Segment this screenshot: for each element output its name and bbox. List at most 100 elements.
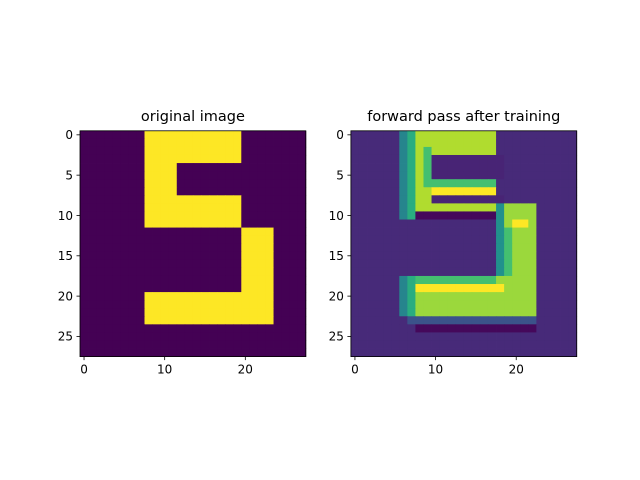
heatmap-cell: [192, 171, 202, 180]
heatmap-cell: [281, 300, 291, 309]
heatmap-cell: [136, 251, 145, 261]
heatmap-cell: [257, 171, 266, 180]
heatmap-cell: [520, 187, 529, 196]
heatmap-cell: [455, 163, 465, 172]
heatmap-cell: [289, 324, 299, 333]
heatmap-cell: [80, 324, 89, 333]
heatmap-cell: [217, 203, 226, 212]
heatmap-cell: [431, 308, 440, 317]
heatmap-cell: [479, 187, 489, 196]
heatmap-cell: [375, 243, 384, 253]
heatmap-cell: [88, 203, 97, 212]
heatmap-cell: [407, 187, 416, 196]
heatmap-cell: [350, 138, 360, 148]
heatmap-cell: [281, 219, 291, 228]
heatmap-cell: [136, 275, 145, 285]
heatmap-cell: [496, 324, 505, 333]
heatmap-cell: [144, 308, 153, 317]
heatmap-cell: [241, 300, 250, 309]
heatmap-cell: [136, 316, 145, 325]
heatmap-cell: [431, 324, 440, 333]
heatmap-cell: [192, 275, 202, 285]
heatmap-cell: [358, 130, 368, 140]
heatmap-cell: [528, 179, 537, 188]
heatmap-cell: [496, 284, 505, 293]
heatmap-cell: [88, 348, 97, 357]
heatmap-cell: [455, 243, 465, 253]
heatmap-cell: [241, 332, 250, 341]
heatmap-cell: [225, 267, 234, 277]
heatmap-cell: [391, 227, 400, 237]
heatmap-cell: [249, 203, 258, 212]
heatmap-cell: [88, 292, 97, 301]
heatmap-cell: [112, 275, 121, 285]
heatmap-cell: [415, 332, 424, 341]
heatmap-cell: [241, 227, 250, 237]
heatmap-cell: [560, 227, 570, 237]
heatmap-cell: [225, 227, 234, 237]
heatmap-cell: [415, 219, 424, 228]
heatmap-cell: [281, 235, 291, 245]
heatmap-cell: [120, 146, 129, 156]
heatmap-cell: [96, 235, 105, 245]
heatmap-cell: [273, 324, 282, 333]
x-tick-label: 10: [428, 363, 443, 377]
heatmap-cell: [297, 316, 307, 325]
heatmap-cell: [463, 251, 473, 261]
heatmap-cell: [528, 235, 537, 245]
heatmap-cell: [367, 308, 376, 317]
heatmap-cell: [407, 163, 416, 172]
heatmap-cell: [217, 146, 226, 156]
heatmap-cell: [200, 163, 210, 172]
heatmap-cell: [552, 292, 561, 301]
heatmap-cell: [281, 227, 291, 237]
heatmap-cell: [536, 154, 545, 164]
heatmap-cell: [447, 348, 457, 357]
heatmap-cell: [512, 308, 521, 317]
heatmap-cell: [471, 340, 481, 349]
heatmap-cell: [496, 235, 505, 245]
heatmap-cell: [136, 340, 145, 349]
heatmap-cell: [289, 251, 299, 261]
heatmap-cell: [136, 259, 145, 269]
heatmap-cell: [407, 251, 416, 261]
x-tick-label: 0: [351, 363, 359, 377]
heatmap-cell: [423, 243, 432, 253]
heatmap-cell: [225, 348, 234, 357]
heatmap-cell: [160, 316, 170, 325]
heatmap-cell: [241, 195, 250, 204]
heatmap-cell: [249, 308, 258, 317]
heatmap-cell: [544, 251, 553, 261]
heatmap-cell: [168, 340, 178, 349]
heatmap-cell: [367, 154, 376, 164]
heatmap-cell: [528, 267, 537, 277]
heatmap-cell: [265, 267, 274, 277]
heatmap-cell: [415, 348, 424, 357]
heatmap-cell: [568, 138, 578, 148]
heatmap-cell: [144, 275, 153, 285]
heatmap-cell: [358, 154, 368, 164]
heatmap-cell: [568, 267, 578, 277]
heatmap-cell: [528, 154, 537, 164]
heatmap-cell: [104, 243, 113, 253]
heatmap-cell: [112, 340, 121, 349]
heatmap-cell: [265, 138, 274, 148]
heatmap-cell: [200, 332, 210, 341]
heatmap-cell: [217, 171, 226, 180]
heatmap-cell: [249, 316, 258, 325]
heatmap-cell: [560, 235, 570, 245]
heatmap-cell: [200, 171, 210, 180]
heatmap-cell: [367, 340, 376, 349]
heatmap-cell: [128, 171, 137, 180]
heatmap-cell: [225, 203, 234, 212]
heatmap-cell: [273, 267, 282, 277]
heatmap-cell: [176, 163, 186, 172]
heatmap-cell: [358, 348, 368, 357]
heatmap-cell: [431, 267, 440, 277]
heatmap-cell: [544, 211, 553, 220]
heatmap-cell: [512, 219, 521, 228]
heatmap-cell: [200, 187, 210, 196]
heatmap-cell: [257, 219, 266, 228]
heatmap-cell: [249, 130, 258, 140]
heatmap-cell: [209, 348, 218, 357]
